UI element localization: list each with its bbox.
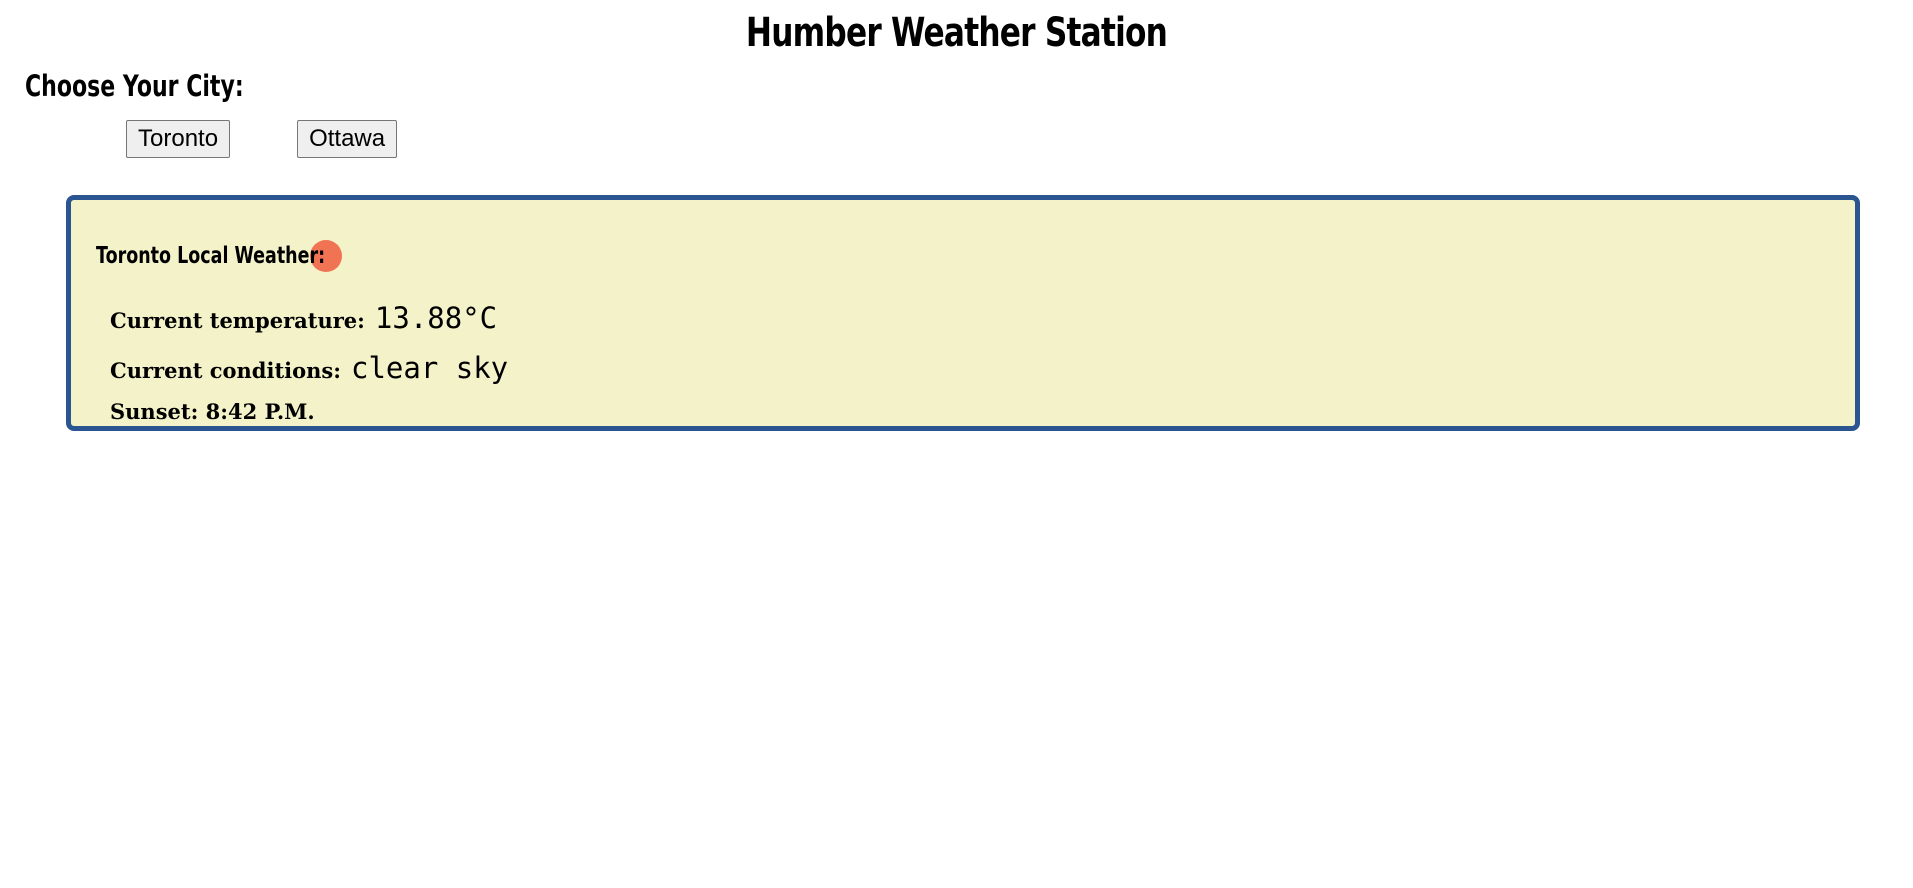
choose-city-label: Choose Your City: bbox=[25, 69, 244, 103]
temperature-row: Current temperature: 13.88°C bbox=[110, 301, 497, 335]
local-weather-heading: Toronto Local Weather: bbox=[96, 243, 326, 269]
city-button-group: Toronto Ottawa bbox=[126, 120, 398, 158]
weather-panel-header: Toronto Local Weather: bbox=[96, 240, 342, 272]
status-dot-icon bbox=[310, 240, 342, 272]
temperature-value: 13.88°C bbox=[374, 301, 498, 335]
sunset-text: Sunset: 8:42 P.M. bbox=[110, 399, 315, 424]
toronto-button[interactable]: Toronto bbox=[126, 120, 231, 158]
weather-panel: Toronto Local Weather: Current temperatu… bbox=[66, 195, 1860, 431]
temperature-label: Current temperature: bbox=[110, 308, 365, 333]
conditions-label: Current conditions: bbox=[110, 358, 341, 383]
page-title: Humber Weather Station bbox=[745, 10, 1168, 56]
sunset-row: Sunset: 8:42 P.M. bbox=[110, 399, 315, 424]
conditions-row: Current conditions: clear sky bbox=[110, 351, 508, 385]
conditions-value: clear sky bbox=[351, 351, 509, 385]
ottawa-button[interactable]: Ottawa bbox=[297, 120, 398, 158]
